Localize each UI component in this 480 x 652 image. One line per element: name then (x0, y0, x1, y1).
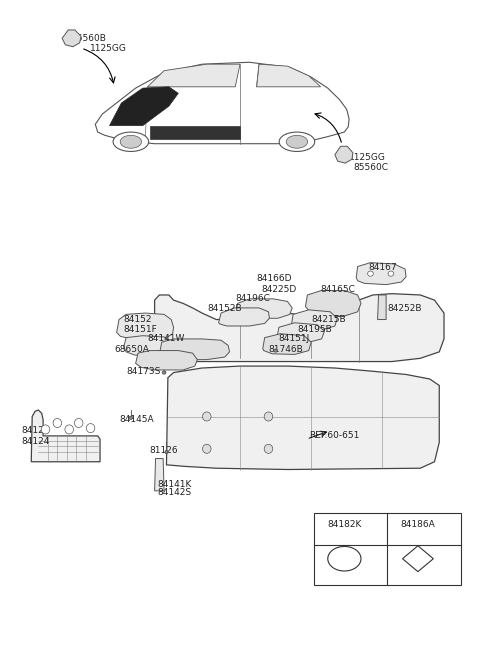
Ellipse shape (274, 349, 277, 352)
Text: 84166D: 84166D (257, 274, 292, 284)
Text: 84215B: 84215B (311, 315, 346, 324)
Text: 84167: 84167 (368, 263, 397, 273)
Text: 84152B: 84152B (208, 304, 242, 313)
Ellipse shape (203, 444, 211, 453)
PathPatch shape (167, 366, 439, 469)
PathPatch shape (159, 339, 229, 360)
PathPatch shape (378, 295, 386, 319)
Text: 84165C: 84165C (321, 285, 356, 293)
PathPatch shape (305, 290, 361, 316)
Text: 81126: 81126 (150, 446, 179, 455)
Text: 84124: 84124 (22, 437, 50, 445)
Text: 84141K: 84141K (157, 480, 192, 489)
Polygon shape (109, 87, 179, 126)
Text: 84173S: 84173S (126, 367, 160, 376)
PathPatch shape (31, 410, 100, 462)
Ellipse shape (120, 136, 142, 148)
PathPatch shape (136, 351, 197, 370)
Text: 68650A: 68650A (114, 346, 149, 355)
Text: 84196C: 84196C (235, 294, 270, 303)
Text: 81746B: 81746B (268, 346, 303, 355)
Text: 84152: 84152 (124, 315, 152, 324)
Ellipse shape (279, 132, 315, 151)
PathPatch shape (403, 546, 433, 572)
Ellipse shape (368, 271, 373, 276)
PathPatch shape (219, 308, 269, 326)
PathPatch shape (235, 299, 292, 318)
Ellipse shape (328, 546, 361, 571)
Ellipse shape (86, 424, 95, 433)
PathPatch shape (117, 313, 174, 339)
Ellipse shape (286, 136, 308, 148)
Text: 84252B: 84252B (387, 304, 421, 313)
PathPatch shape (124, 336, 173, 355)
Text: 1125GG: 1125GG (90, 44, 126, 53)
PathPatch shape (147, 64, 240, 87)
Text: 85560B: 85560B (72, 35, 107, 44)
Ellipse shape (113, 132, 149, 151)
Text: 84142S: 84142S (157, 488, 191, 497)
PathPatch shape (291, 310, 337, 330)
Ellipse shape (41, 425, 50, 434)
Ellipse shape (264, 444, 273, 453)
PathPatch shape (277, 323, 324, 342)
Ellipse shape (65, 425, 73, 434)
Text: 84145A: 84145A (119, 415, 154, 424)
PathPatch shape (96, 62, 349, 143)
PathPatch shape (263, 334, 311, 355)
Text: REF.60-651: REF.60-651 (309, 432, 359, 440)
Ellipse shape (74, 419, 83, 428)
Text: 84120: 84120 (22, 426, 50, 436)
Text: 84182K: 84182K (327, 520, 361, 529)
Text: 84225D: 84225D (261, 285, 297, 293)
PathPatch shape (257, 64, 321, 87)
Text: 84151F: 84151F (124, 325, 157, 334)
Text: 85560C: 85560C (354, 163, 389, 172)
PathPatch shape (356, 263, 406, 285)
Polygon shape (150, 126, 240, 138)
Ellipse shape (264, 412, 273, 421)
Ellipse shape (388, 271, 394, 276)
Ellipse shape (165, 451, 168, 454)
Text: 84141W: 84141W (147, 334, 185, 344)
PathPatch shape (335, 146, 353, 163)
Text: 1125GG: 1125GG (349, 153, 386, 162)
Text: 84186A: 84186A (400, 520, 435, 529)
PathPatch shape (155, 293, 444, 362)
Text: 84195B: 84195B (297, 325, 332, 334)
Ellipse shape (129, 416, 133, 419)
PathPatch shape (155, 458, 164, 491)
PathPatch shape (62, 30, 81, 47)
Ellipse shape (53, 419, 61, 428)
Text: 84151J: 84151J (278, 334, 309, 344)
Ellipse shape (162, 371, 166, 374)
Bar (313, 514, 461, 585)
Ellipse shape (203, 412, 211, 421)
